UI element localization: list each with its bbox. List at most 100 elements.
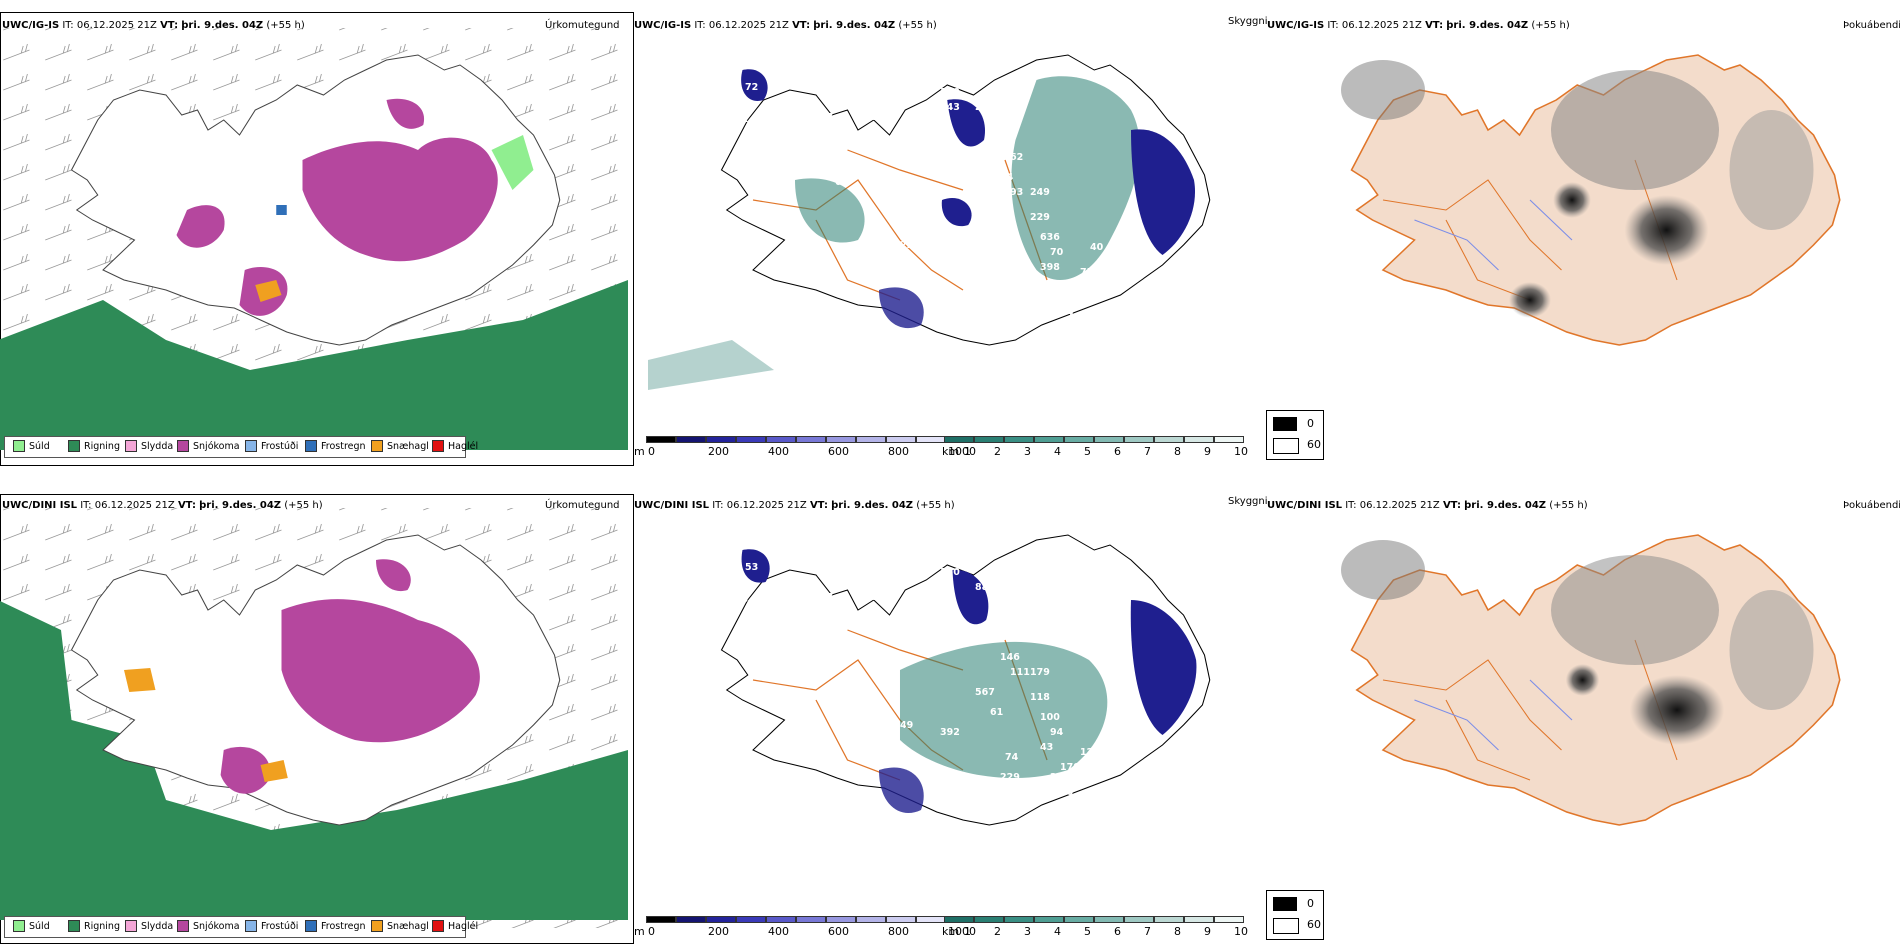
legend-label: Slydda (141, 920, 174, 932)
row1-fog-title: Þokuábendi (1843, 20, 1900, 31)
visibility-value: 22 (900, 240, 913, 251)
visibility-value: 54 (1060, 307, 1074, 318)
legend-swatch (13, 920, 25, 932)
cbar-km-tick: 9 (1204, 925, 1211, 938)
legend-rigning: Rigning (68, 440, 120, 452)
visibility-value: 76 (975, 207, 989, 218)
visibility-map-row2 (720, 534, 1211, 826)
visibility-value: 107 (1010, 632, 1030, 643)
legend-swatch (371, 920, 383, 932)
visibility-value: 43 (865, 112, 878, 123)
visibility-value: 392 (940, 727, 960, 738)
cbar-m-tick: 400 (768, 925, 789, 938)
legend-haglél: Haglél (432, 920, 478, 932)
visibility-value: 84 (940, 582, 954, 593)
visibility-value: 146 (1000, 652, 1020, 663)
legend-label: Súld (29, 920, 50, 932)
visibility-value: 109 (848, 647, 868, 658)
legend-snæhagl: Snæhagl (371, 440, 429, 452)
cbar-km-tick: 5 (1084, 925, 1091, 938)
precip-legend-row2: Súld Rigning Slydda Snjókoma Frostúði Frostre… (4, 916, 478, 938)
visibility-value: 636 (1040, 232, 1060, 243)
legend-label: Frostúði (261, 440, 299, 452)
cbar-km-segment (1034, 436, 1064, 443)
cbar-km-tick: 4 (1054, 925, 1061, 938)
visibility-value: 398 (1040, 262, 1060, 273)
visibility-value: 43 (1040, 742, 1053, 753)
cbar-m-segment (856, 436, 886, 443)
cbar-km-tick: 5 (1084, 445, 1091, 458)
cbar-km-segment (1154, 436, 1184, 443)
visibility-value: 53 (735, 594, 748, 605)
visibility-value: 89 (865, 592, 878, 603)
visibility-value: 75 (1080, 267, 1093, 278)
visibility-value: 170 (1060, 762, 1080, 773)
cbar-km-segment (1004, 436, 1034, 443)
visibility-value: 66 (1100, 282, 1114, 293)
cbar-row2: m 0 200 400 600 800 1000 km 1 2 3 4 5 6 7 8 9 10 (634, 916, 1264, 938)
cbar-km-tick: 3 (1024, 445, 1031, 458)
visibility-value: 53 (940, 247, 953, 258)
cbar-km-segment (1214, 916, 1244, 923)
cbar-km-tick: 8 (1174, 445, 1181, 458)
visibility-value: 64 (920, 832, 934, 843)
legend-swatch (305, 920, 317, 932)
cbar-m-tick: 200 (708, 925, 729, 938)
visibility-value: 63 (835, 177, 848, 188)
legend-frostregn: Frostregn (305, 920, 366, 932)
legend-swatch (432, 440, 444, 452)
cbar-km-segment (974, 916, 1004, 923)
cbar-m-tick: 800 (888, 925, 909, 938)
fog-legend-bottom-label: 60 (1307, 918, 1321, 931)
cbar-m-segment (706, 916, 736, 923)
legend-label: Snjókoma (193, 440, 240, 452)
legend-swatch (125, 440, 137, 452)
visibility-value: 229 (1000, 772, 1020, 783)
legend-frostregn: Frostregn (305, 440, 366, 452)
cbar-km-tick: 2 (994, 445, 1001, 458)
legend-slydda: Slydda (125, 440, 173, 452)
visibility-value: 111 (1010, 667, 1030, 678)
visibility-value: 149 (940, 87, 960, 98)
visibility-value: 55 (920, 352, 933, 363)
cbar-km-segment (1184, 916, 1214, 923)
cbar-m-segment (826, 916, 856, 923)
row1-header: UWC/IG-IS IT: 06.12.2025 21Z VT: þri. 9.… (2, 20, 305, 31)
cbar-km-segment (944, 436, 974, 443)
cbar-m-segment (796, 436, 826, 443)
cbar-m-segment (826, 436, 856, 443)
legend-súld: Súld (13, 920, 50, 932)
visibility-value: 249 (975, 102, 995, 113)
visibility-value: 94 (1050, 727, 1064, 738)
visibility-value: 229 (1030, 212, 1050, 223)
cbar-km-segment (1004, 916, 1034, 923)
cbar-km-segment (944, 916, 974, 923)
visibility-value: 93 (1010, 187, 1023, 198)
legend-slydda: Slydda (125, 920, 173, 932)
cbar-row1: m 0 200 400 600 800 1000 km 1 2 3 4 5 6 7 8 9 10 (634, 436, 1264, 458)
visibility-value: 61 (990, 707, 1003, 718)
cbar-m-segment (856, 916, 886, 923)
cbar-km-unit: km (942, 925, 960, 938)
precip-map-row1 (0, 28, 629, 450)
cbar-m-tick: 0 (648, 925, 655, 938)
visibility-value: 27 (1005, 802, 1018, 813)
cbar-km-unit: km (942, 445, 960, 458)
cbar-km-segment (1184, 436, 1214, 443)
legend-snjókoma: Snjókoma (177, 440, 240, 452)
cbar-m-tick: 0 (648, 445, 655, 458)
visibility-value: 78 (848, 167, 862, 178)
cbar-m-segment (766, 436, 796, 443)
row1-vis-header: UWC/IG-IS IT: 06.12.2025 21Z VT: þri. 9.… (634, 20, 937, 31)
cbar-km-segment (1214, 436, 1244, 443)
visibility-value: 53 (835, 657, 848, 668)
fog-legend-top-label: 0 (1307, 417, 1314, 430)
visibility-value: 72 (745, 82, 758, 93)
cbar-m-segment (706, 436, 736, 443)
cbar-m-segment (736, 436, 766, 443)
cbar-km-tick: 7 (1144, 925, 1151, 938)
visibility-map-row1 (648, 54, 1211, 390)
cbar-km-segment (974, 436, 1004, 443)
